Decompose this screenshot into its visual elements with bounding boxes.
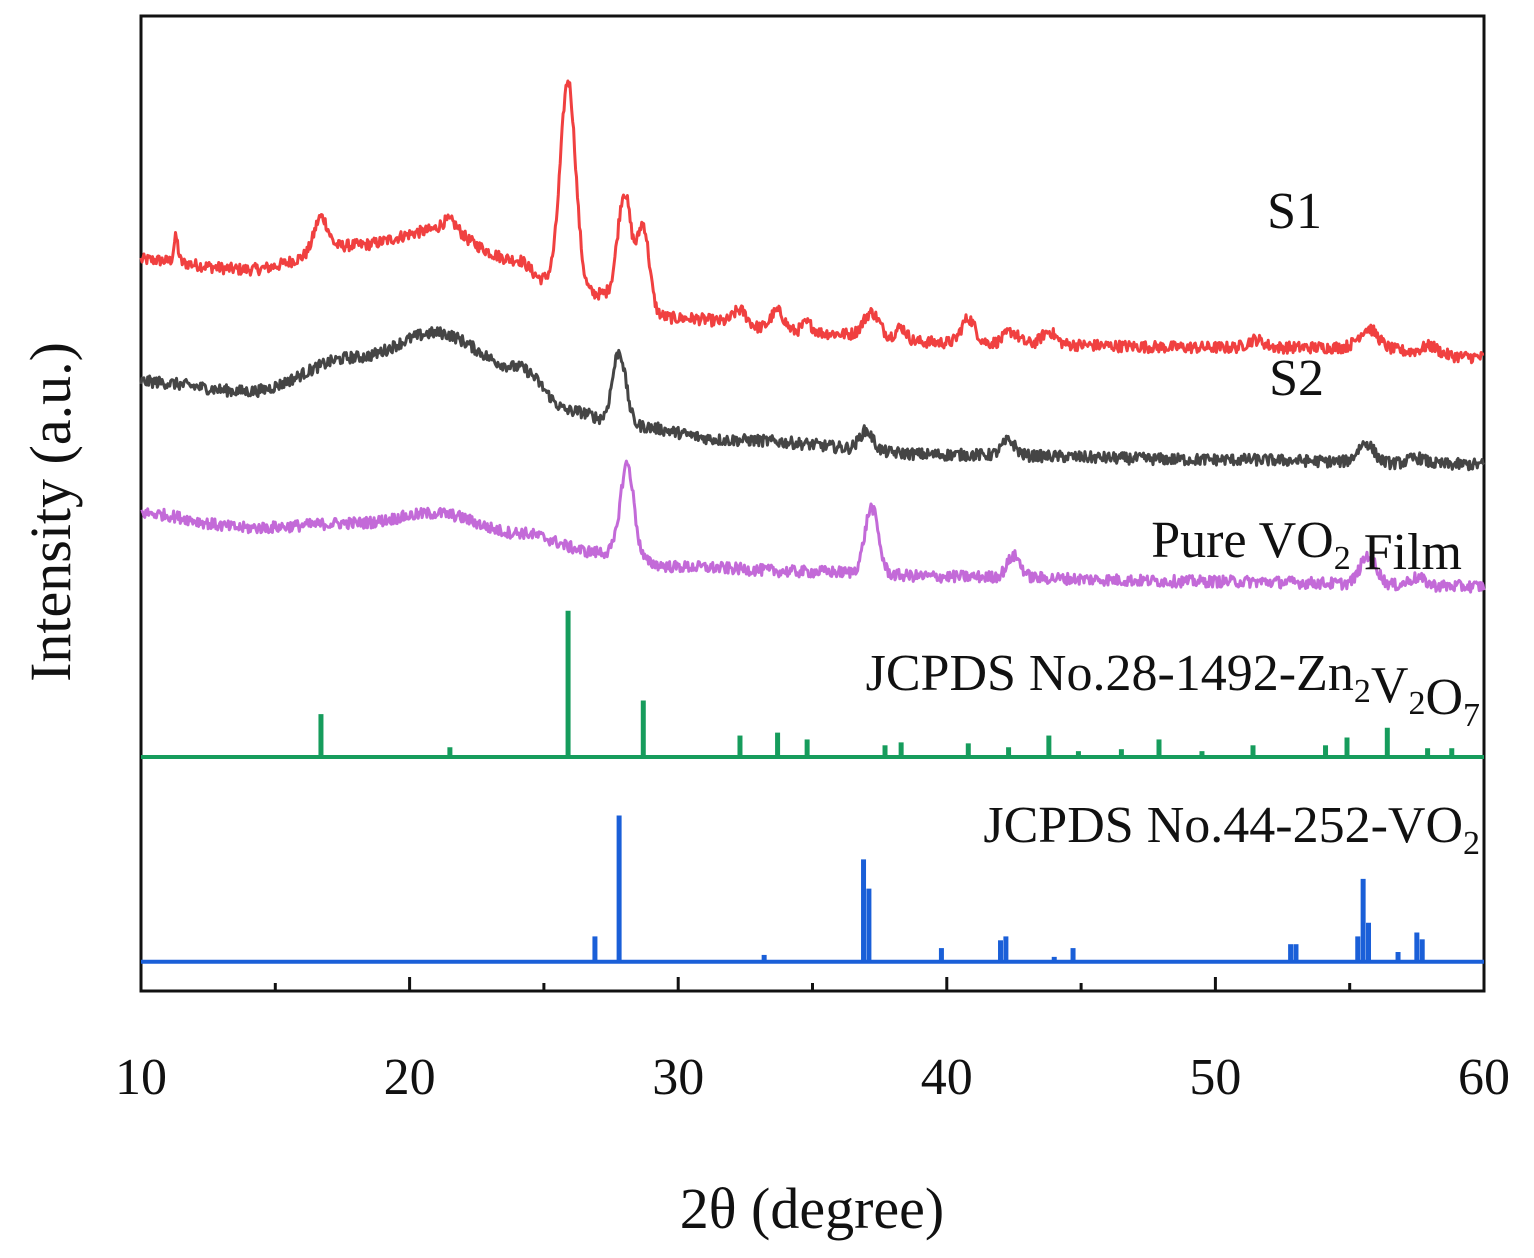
- series-2: [140, 459, 1486, 594]
- series-3: [141, 610, 1484, 759]
- x-axis-title: 2θ (degree): [680, 1176, 944, 1241]
- x-tick-label-60: 60: [1458, 1049, 1510, 1106]
- series-line-1: [139, 326, 1486, 472]
- series-label-1: S2: [1269, 350, 1324, 407]
- x-tick-label-30: 30: [652, 1049, 704, 1106]
- x-tick-label-10: 10: [115, 1049, 167, 1106]
- x-tick-label-20: 20: [384, 1049, 436, 1106]
- series-label-4: JCPDS No.44-252-VO2: [983, 797, 1480, 862]
- series-1: [139, 326, 1486, 472]
- series-labels: S1 S2 Pure VO2 Film JCPDS No.28-1492-Zn2V2O…: [866, 183, 1480, 862]
- series-label-3: JCPDS No.28-1492-Zn2V2O7: [866, 645, 1480, 734]
- x-tick-label-50: 50: [1189, 1049, 1241, 1106]
- x-axis-ticks: [139, 977, 1486, 991]
- series-0: [139, 79, 1485, 365]
- x-axis-tick-labels: 10 20 30 40 50 60: [115, 1049, 1510, 1106]
- series-label-2: Pure VO2 Film: [1151, 512, 1462, 581]
- series-4: [141, 815, 1484, 964]
- series-line-0: [139, 79, 1485, 365]
- series-layer: [139, 79, 1486, 964]
- y-axis-title: Intensity (a.u.): [18, 342, 83, 682]
- x-tick-label-40: 40: [921, 1049, 973, 1106]
- series-label-0: S1: [1267, 183, 1322, 240]
- series-line-2: [140, 459, 1486, 594]
